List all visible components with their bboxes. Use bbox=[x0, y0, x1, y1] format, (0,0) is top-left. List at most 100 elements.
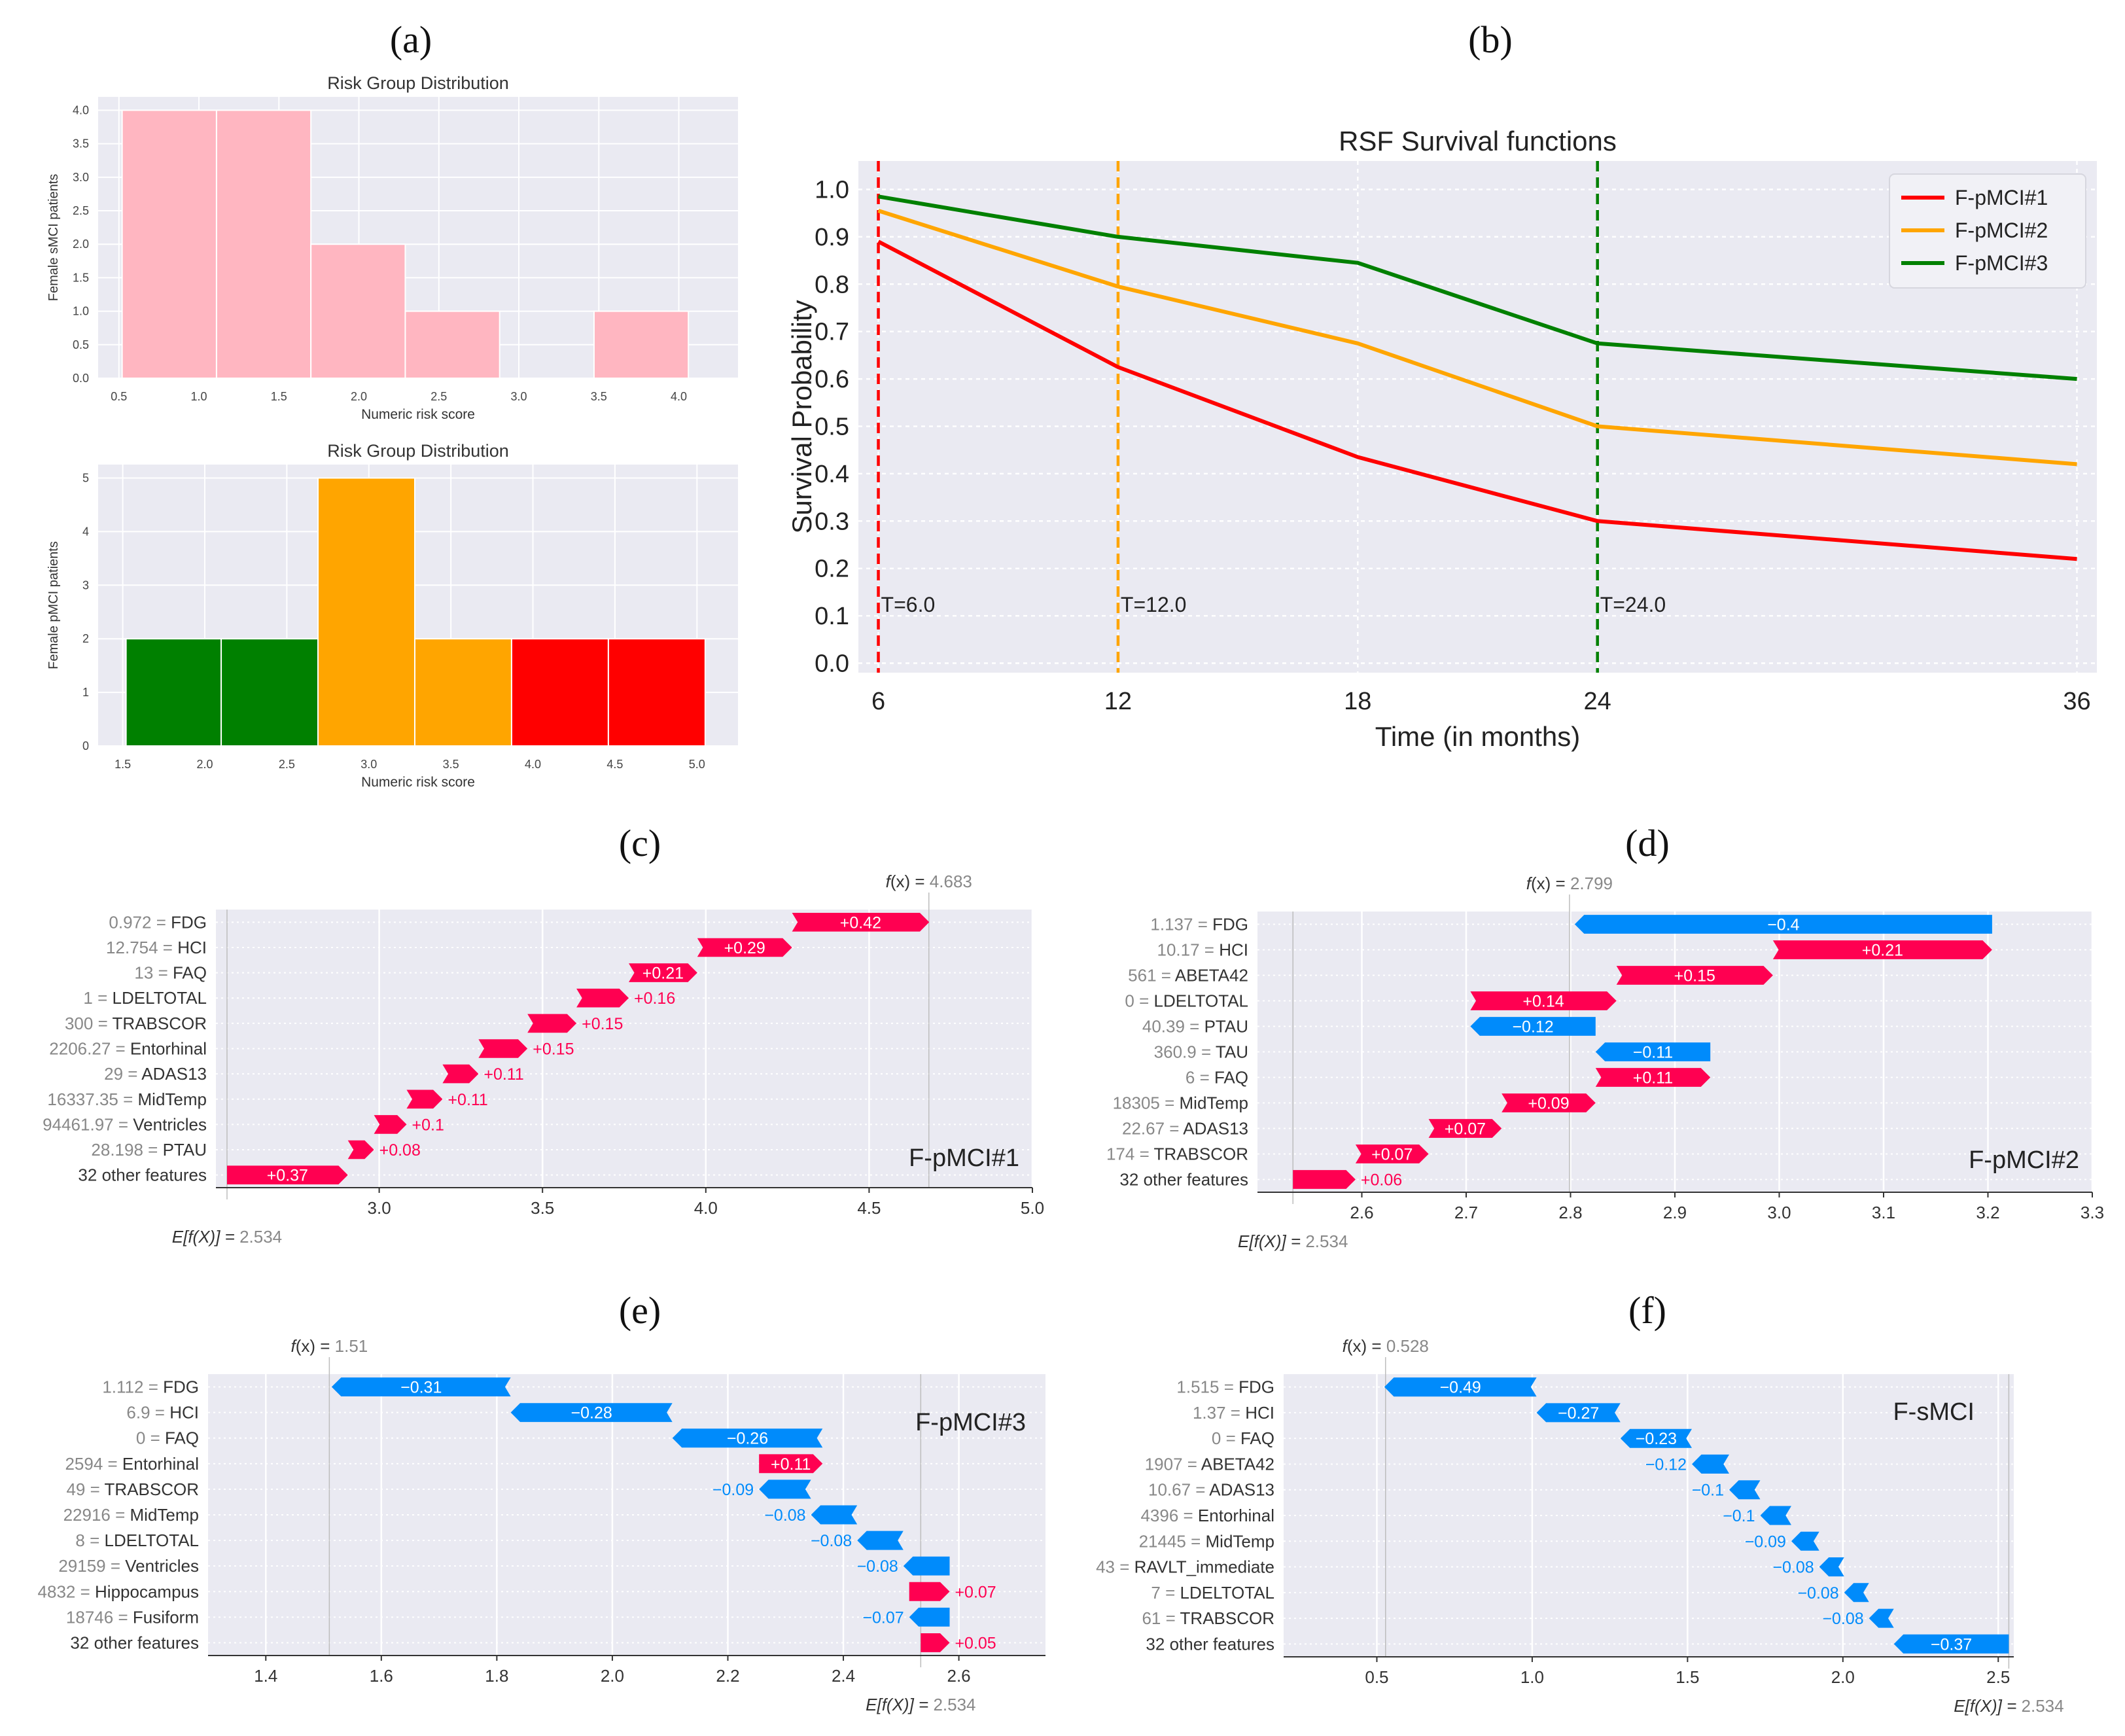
feature-label: 1.37 = HCI bbox=[1193, 1403, 1274, 1423]
feature-label: 0 = LDELTOTAL bbox=[1125, 991, 1248, 1011]
feature-name: Hippocampus bbox=[95, 1582, 199, 1601]
expected-value: 2.534 bbox=[239, 1227, 282, 1247]
equals-sign: = bbox=[1195, 1068, 1214, 1088]
shap-value-label: −0.28 bbox=[571, 1404, 612, 1423]
x-tick-label: 4.0 bbox=[694, 1198, 718, 1218]
feature-label: 29159 = Ventricles bbox=[58, 1556, 199, 1576]
shap-value-label: −0.31 bbox=[400, 1379, 442, 1397]
equals-sign: = bbox=[150, 1403, 170, 1423]
shap-value-label: −0.08 bbox=[811, 1532, 852, 1550]
equals-sign: = bbox=[1157, 966, 1175, 985]
feature-name: ADAS13 bbox=[1183, 1119, 1248, 1139]
feature-name: FAQ bbox=[173, 963, 207, 983]
x-tick-label: 0.5 bbox=[1365, 1667, 1388, 1687]
feature-label: 16337.35 = MidTemp bbox=[47, 1089, 207, 1109]
equals-sign: = bbox=[1178, 1506, 1198, 1525]
y-tick-label: 0.9 bbox=[815, 224, 849, 251]
shap-value-label: −0.09 bbox=[1745, 1532, 1786, 1551]
feature-label: 2206.27 = Entorhinal bbox=[49, 1039, 207, 1059]
equals-sign: = bbox=[106, 1556, 126, 1576]
x-tick-label: 2.8 bbox=[1558, 1203, 1582, 1222]
x-tick-label: 3.5 bbox=[443, 758, 459, 771]
expected-value-label: E[f(X)] = 2.534 bbox=[1238, 1231, 1348, 1251]
chart-title: RSF Survival functions bbox=[1339, 126, 1617, 156]
panel-label-f: (f) bbox=[1628, 1289, 1666, 1332]
x-tick-label: 2.0 bbox=[1831, 1667, 1855, 1687]
shap-value-label: +0.09 bbox=[1528, 1095, 1569, 1113]
shap-value-label: +0.21 bbox=[642, 965, 684, 983]
shap-value-label: −0.08 bbox=[857, 1557, 898, 1576]
feature-value: 18305 bbox=[1113, 1093, 1160, 1113]
equals-sign: = bbox=[158, 938, 178, 957]
feature-label: 18746 = Fusiform bbox=[66, 1607, 199, 1627]
shap-value-label: −0.08 bbox=[1797, 1584, 1838, 1603]
feature-name: HCI bbox=[177, 938, 207, 957]
shap-value-label: +0.07 bbox=[1371, 1146, 1413, 1164]
x-tick-label: 2.4 bbox=[832, 1666, 855, 1686]
y-axis-label: Female pMCI patients bbox=[46, 541, 61, 669]
legend-label: F-pMCI#3 bbox=[1955, 251, 2048, 275]
feature-name: MidTemp bbox=[1206, 1531, 1274, 1551]
x-tick-label: 24 bbox=[1584, 688, 1611, 715]
shap-value-label: −0.09 bbox=[712, 1481, 754, 1499]
feature-name: FDG bbox=[163, 1377, 199, 1397]
feature-label: 300 = TRABSCOR bbox=[65, 1014, 207, 1033]
equals-sign: = bbox=[143, 1140, 163, 1160]
x-tick-label: 1.6 bbox=[370, 1666, 393, 1686]
shap-value-label: +0.15 bbox=[1674, 967, 1715, 985]
histogram-bar bbox=[608, 639, 705, 746]
shap-value-label: −0.11 bbox=[1633, 1044, 1673, 1062]
x-tick-label: 4.0 bbox=[525, 758, 541, 771]
shap-value-label: +0.11 bbox=[483, 1065, 523, 1084]
feature-name: Entorhinal bbox=[122, 1454, 199, 1474]
time-marker-label: T=6.0 bbox=[881, 593, 936, 616]
feature-name: LDELTOTAL bbox=[105, 1531, 200, 1550]
y-tick-label: 3.5 bbox=[73, 137, 89, 151]
feature-value: 1.112 bbox=[102, 1377, 143, 1397]
x-tick-label: 3.1 bbox=[1872, 1203, 1895, 1222]
y-tick-label: 1 bbox=[82, 686, 89, 699]
equals-sign: = bbox=[111, 1505, 130, 1525]
equals-sign: = bbox=[1193, 915, 1212, 934]
equals-sign: = bbox=[1115, 1557, 1134, 1577]
x-tick-label: 2.6 bbox=[947, 1666, 971, 1686]
y-tick-label: 0.2 bbox=[815, 556, 849, 583]
feature-value: 10.67 bbox=[1148, 1480, 1191, 1500]
feature-value: 1907 bbox=[1145, 1454, 1183, 1474]
feature-value: 2206.27 bbox=[49, 1039, 111, 1059]
feature-name: ABETA42 bbox=[1201, 1454, 1274, 1474]
expected-symbol: E[f(X)] = bbox=[172, 1227, 239, 1247]
equals-sign: = bbox=[85, 1531, 105, 1550]
equals-sign: = bbox=[151, 912, 171, 932]
x-tick-label: 2.5 bbox=[430, 390, 447, 403]
equals-sign: = bbox=[1226, 1403, 1246, 1423]
x-tick-label: 3.5 bbox=[591, 390, 607, 403]
shap-value-label: +0.11 bbox=[448, 1091, 487, 1109]
feature-name: RAVLT_immediate bbox=[1134, 1557, 1274, 1577]
equals-sign: = bbox=[123, 1064, 141, 1084]
feature-value: 21445 bbox=[1139, 1531, 1186, 1551]
shap-bar bbox=[857, 1531, 904, 1550]
y-tick-label: 1.0 bbox=[815, 176, 849, 204]
feature-name: FAQ bbox=[1214, 1068, 1248, 1088]
x-tick-label: 18 bbox=[1344, 688, 1371, 715]
feature-name: FDG bbox=[1212, 915, 1248, 934]
feature-value: 16337.35 bbox=[47, 1089, 118, 1109]
panel-label-a: (a) bbox=[390, 18, 432, 61]
equals-sign: = bbox=[75, 1582, 95, 1601]
feature-name: TRABSCOR bbox=[105, 1479, 199, 1499]
x-tick-label: 0.5 bbox=[111, 390, 127, 403]
feature-label: 10.67 = ADAS13 bbox=[1148, 1480, 1274, 1500]
x-tick-label: 1.4 bbox=[254, 1666, 277, 1686]
x-tick-label: 2.6 bbox=[1350, 1203, 1373, 1222]
feature-value: 1 bbox=[83, 988, 92, 1008]
shap-value-label: −0.08 bbox=[764, 1506, 805, 1525]
histogram-bar bbox=[405, 311, 499, 378]
shap-bar bbox=[904, 1557, 950, 1576]
panel-label-e: (e) bbox=[619, 1289, 661, 1332]
feature-name: 32 other features bbox=[1119, 1170, 1248, 1190]
legend-label: F-pMCI#1 bbox=[1955, 186, 2048, 209]
feature-label: 0 = FAQ bbox=[1212, 1428, 1274, 1448]
feature-label: 28.198 = PTAU bbox=[91, 1140, 207, 1160]
